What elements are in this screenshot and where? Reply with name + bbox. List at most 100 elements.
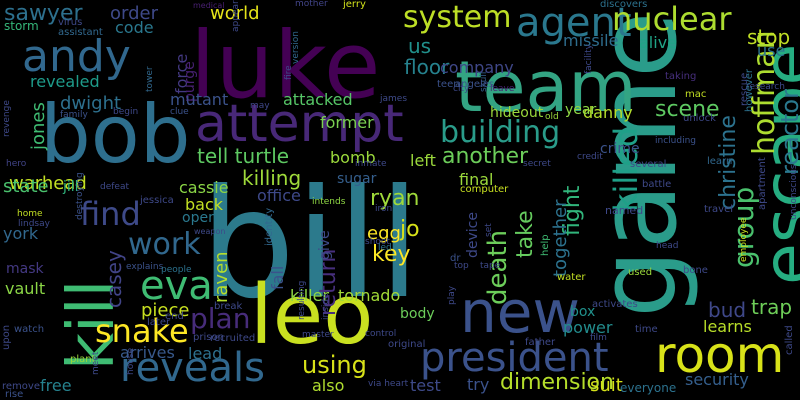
word-open: open [182, 210, 217, 226]
word-dimension: dimension [500, 370, 614, 395]
word-explains: explains [126, 262, 164, 272]
word-employee: employee [739, 217, 749, 262]
word-battle: battle [642, 179, 672, 190]
word-company: company [440, 58, 514, 77]
word-revealed: revealed [30, 72, 100, 91]
word-together: together [550, 199, 571, 277]
word-james: james [380, 94, 408, 104]
word-later: later [147, 317, 171, 328]
word-jerry: jerry [343, 0, 366, 10]
word-jo: jo [400, 217, 420, 242]
word-jessica: jessica [140, 195, 174, 206]
word-clue: clue [170, 107, 189, 117]
word-named: named [605, 204, 644, 217]
word-work: work [128, 227, 201, 262]
word-resulting: resulting [297, 280, 307, 320]
word-unlock: unlock [683, 113, 716, 124]
word-intends: intends [312, 197, 346, 207]
word-andy: andy [22, 31, 131, 82]
word-danny: danny [583, 103, 633, 122]
word-hideout: hideout [490, 105, 544, 121]
word-film: film [590, 333, 607, 343]
word-take: take [513, 210, 538, 258]
word-may: may [250, 101, 270, 111]
word-sugar: sugar [337, 171, 377, 187]
word-attempt: attempt [195, 94, 404, 154]
word-floor: floor [404, 55, 450, 79]
word-play: play [447, 285, 457, 305]
word-give: give [317, 230, 333, 260]
word-mac: mac [685, 89, 707, 100]
word-cassie: cassie [179, 178, 229, 197]
word-father: father [525, 337, 556, 348]
word-bob: bob [40, 88, 191, 181]
word-virus: virus [58, 17, 83, 28]
word-control: control [365, 329, 397, 339]
word-building: building [440, 115, 561, 150]
word-including: including [655, 136, 696, 146]
word-try: try [467, 375, 490, 394]
word-new: new [460, 278, 580, 346]
word-security: security [685, 370, 749, 389]
word-secret: secret [523, 159, 551, 169]
word-fire: fire [284, 65, 294, 80]
word-stop: stop [747, 25, 791, 49]
word-travel: travel [704, 204, 734, 215]
word-warhead: warhead [9, 173, 87, 194]
word-storm: storm [4, 19, 39, 33]
word-bomb: bomb [330, 148, 376, 167]
word-tell-turtle: tell turtle [197, 144, 290, 168]
word-called: called [784, 325, 795, 355]
word-also: also [312, 376, 345, 395]
word-led: led [378, 243, 392, 253]
word-recruited: recruited [210, 333, 256, 344]
word-vault: vault [5, 279, 46, 298]
word-via-heart: via heart [368, 379, 409, 389]
word-revenge: revenge [2, 100, 12, 137]
word-jones: jones [28, 102, 49, 150]
word-left: left [410, 151, 436, 170]
word-learn: learn [707, 156, 733, 167]
word-computer: computer [460, 184, 509, 195]
word-team: team [455, 46, 637, 128]
word-former: former [320, 113, 374, 132]
word-house: house [126, 347, 136, 375]
word-use: use [757, 41, 786, 60]
word-top: top [454, 261, 469, 271]
word-ryan: ryan [370, 186, 420, 211]
word-upon: upon [1, 324, 12, 350]
word-research: research [746, 82, 785, 92]
word-device: device [465, 212, 481, 258]
word-rise: rise [5, 389, 24, 400]
word-unconscious: unconscious [789, 164, 799, 220]
word-state: state [3, 176, 49, 197]
word-angeles: angeles [455, 79, 495, 90]
word-identity: identity [264, 207, 275, 246]
word-several: several [630, 159, 667, 170]
word-another: another [442, 144, 529, 169]
word-mother: mother [295, 0, 328, 9]
word-weapon: weapon [194, 227, 226, 236]
word-family: family [60, 110, 88, 120]
word-iron: iron [375, 204, 393, 214]
word-world: world [210, 3, 260, 24]
word-inmate: inmate [355, 159, 387, 169]
word-killer: killer [290, 286, 330, 305]
word-piece: piece [141, 300, 190, 321]
word-water: water [557, 272, 586, 283]
word-taking: taking [665, 71, 697, 82]
word-assistant: assistant [58, 27, 103, 38]
word-raven: raven [211, 251, 232, 303]
word-casey: casey [102, 250, 126, 308]
word-room: room [655, 326, 785, 384]
word-sawyer: sawyer [4, 1, 83, 26]
word-help: help [540, 234, 551, 256]
word-original: original [388, 339, 426, 350]
word-office: office [257, 186, 301, 205]
word-facility: facility [584, 44, 594, 74]
word-home: home [17, 209, 43, 219]
word-appears: appears [231, 0, 241, 32]
word-free: free [40, 376, 72, 395]
word-power: power [563, 318, 613, 337]
